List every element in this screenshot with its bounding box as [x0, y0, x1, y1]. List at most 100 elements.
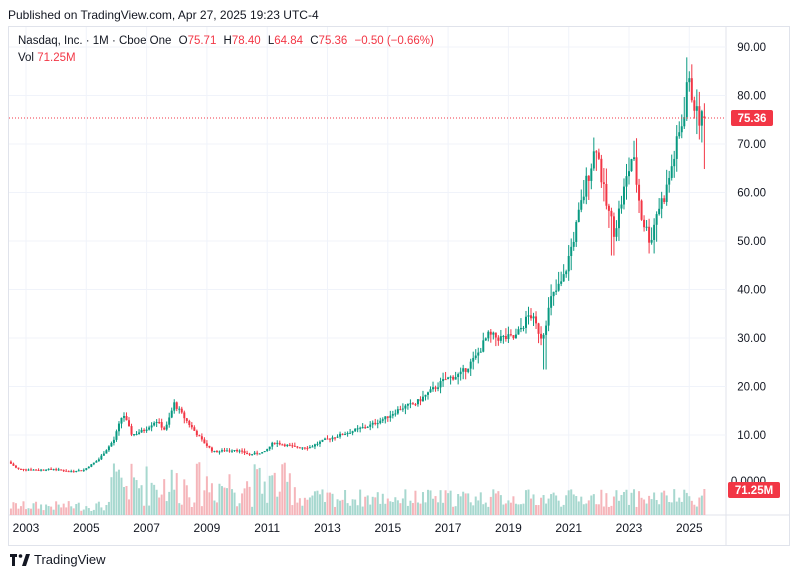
candle-body	[258, 453, 261, 455]
volume-bar	[575, 496, 578, 515]
candle-body	[389, 415, 392, 418]
volume-bar	[278, 491, 281, 515]
candle-body	[263, 451, 266, 453]
volume-bar	[67, 501, 70, 515]
volume-bar	[562, 504, 565, 515]
candle-body	[622, 186, 625, 205]
candle-body	[364, 427, 367, 429]
volume-bar	[688, 496, 691, 515]
candle-body	[685, 82, 688, 118]
volume-bar	[487, 506, 490, 515]
candle-body	[459, 371, 462, 375]
volume-badge-label: 71.25M	[735, 485, 773, 497]
volume-bar	[183, 479, 186, 515]
candle-body	[168, 417, 171, 425]
candle-body	[479, 351, 482, 353]
candle-body	[499, 336, 502, 341]
volume-bar	[622, 491, 625, 515]
candle-body	[665, 184, 668, 202]
volume-bar	[198, 462, 201, 515]
volume-bar	[138, 488, 141, 515]
candle-body	[535, 316, 538, 324]
volume-bar	[248, 486, 251, 515]
candle-body	[484, 338, 487, 341]
x-tick-label: 2005	[73, 521, 100, 535]
candle-body	[70, 471, 73, 473]
volume-bar	[351, 499, 354, 515]
footer-brand[interactable]: TradingView	[10, 552, 106, 567]
candle-body	[351, 431, 354, 433]
volume-bar	[308, 497, 311, 515]
candle-body	[394, 413, 397, 415]
candle-body	[582, 196, 585, 201]
volume-bar	[655, 500, 658, 515]
volume-bar	[650, 499, 653, 515]
candle-body	[580, 200, 583, 210]
candle-body	[313, 444, 316, 447]
chart-pane[interactable]	[8, 26, 790, 546]
volume-bar	[291, 505, 294, 515]
candle-body	[95, 461, 98, 463]
volume-bar	[188, 497, 191, 515]
candle-body	[65, 470, 68, 472]
candle-body	[602, 182, 605, 184]
volume-bar	[9, 508, 12, 515]
candle-body	[524, 316, 527, 328]
volume-bar	[168, 491, 171, 515]
candle-body	[675, 136, 678, 159]
candle-body	[140, 429, 143, 433]
low-label: L	[267, 35, 275, 47]
candle-body	[112, 439, 115, 444]
volume-bar	[268, 475, 271, 515]
volume-bar	[442, 502, 445, 515]
volume-bar	[371, 496, 374, 515]
candle-body	[527, 315, 530, 317]
candle-body	[607, 205, 610, 211]
candle-body	[384, 416, 387, 420]
candle-body	[276, 442, 279, 444]
candle-body	[278, 442, 281, 445]
candle-body	[226, 450, 228, 452]
candle-body	[540, 333, 543, 339]
candle-body	[75, 471, 78, 473]
candle-body	[25, 469, 27, 471]
candle-body	[648, 226, 651, 243]
candle-body	[110, 443, 113, 447]
y-tick-label: 30.00	[737, 333, 766, 345]
volume-bar	[542, 495, 545, 515]
volume-bar	[271, 475, 274, 515]
candle-body	[52, 469, 55, 471]
candle-body	[193, 427, 196, 431]
volume-bar	[19, 506, 22, 515]
candle-body	[630, 159, 633, 172]
y-tick-label: 50.00	[737, 236, 766, 248]
volume-bar	[256, 469, 259, 515]
volume-bar	[429, 490, 432, 515]
candle-body	[308, 447, 311, 449]
candle-body	[213, 451, 216, 453]
candle-body	[396, 409, 399, 414]
candle-body	[50, 468, 53, 470]
candle-body	[349, 432, 352, 434]
x-tick-label: 2011	[254, 521, 280, 535]
volume-bar	[678, 497, 681, 515]
volume-bar	[178, 503, 181, 515]
candle-body	[72, 471, 75, 473]
candle-body	[359, 427, 362, 429]
volume-bar	[180, 504, 183, 515]
volume-legend[interactable]: Vol 71.25M	[18, 52, 76, 64]
volume-bar	[507, 500, 510, 515]
volume-bar	[346, 503, 349, 515]
candle-body	[173, 402, 176, 411]
candle-body	[35, 469, 38, 471]
candle-body	[236, 449, 239, 452]
candle-body	[120, 417, 123, 424]
symbol-label: Nasdaq, Inc. · 1M · Cboe One	[18, 35, 172, 47]
candle-body	[585, 175, 588, 197]
candle-body	[55, 469, 58, 471]
volume-bar	[344, 489, 347, 515]
price-axis: 90.00 80.00 70.00 60.00 50.00 40.00 30.00 20.00…	[737, 42, 766, 442]
volume-bar	[153, 484, 156, 515]
ohlc-legend[interactable]: Nasdaq, Inc. · 1M · Cboe One O75.71 H78.…	[18, 35, 434, 47]
